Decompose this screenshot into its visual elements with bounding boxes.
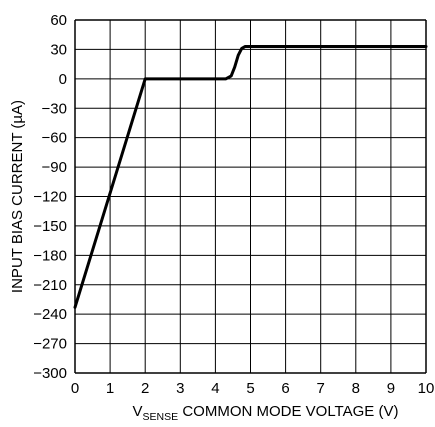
x-tick-label: 10 [418, 380, 435, 397]
x-tick-label: 8 [352, 380, 360, 397]
y-tick-label: 30 [50, 41, 67, 58]
y-tick-label: −270 [33, 336, 67, 353]
y-tick-label: −90 [42, 159, 67, 176]
y-axis-ticks: 60 30 0 −30 −60 −90 −120 −150 −180 −210 −240 −270 −3… [33, 12, 67, 382]
y-tick-label: −240 [33, 306, 67, 323]
x-tick-label: 9 [387, 380, 395, 397]
grid [74, 19, 427, 374]
x-tick-label: 7 [317, 380, 325, 397]
x-tick-label: 6 [281, 380, 289, 397]
x-tick-label: 5 [246, 380, 254, 397]
y-tick-label: 0 [59, 71, 67, 88]
y-tick-label: −180 [33, 247, 67, 264]
y-tick-label: −30 [42, 100, 67, 117]
y-tick-label: −210 [33, 277, 67, 294]
y-tick-label: −60 [42, 130, 67, 147]
y-tick-label: 60 [50, 12, 67, 29]
x-axis-ticks: 0 1 2 3 4 5 6 7 8 9 10 [71, 380, 435, 397]
y-tick-label: −300 [33, 365, 67, 382]
x-tick-label: 0 [71, 380, 79, 397]
y-axis-label: INPUT BIAS CURRENT (µA) [9, 100, 26, 293]
x-tick-label: 2 [141, 380, 149, 397]
x-axis-label: VSENSE COMMON MODE VOLTAGE (V) [133, 403, 399, 423]
x-tick-label: 1 [106, 380, 114, 397]
y-tick-label: −120 [33, 189, 67, 206]
x-tick-label: 4 [211, 380, 219, 397]
x-axis-label-rest: COMMON MODE VOLTAGE (V) [178, 403, 398, 420]
x-tick-label: 3 [176, 380, 184, 397]
x-axis-label-subscript: SENSE [143, 411, 179, 423]
series-line [73, 44, 428, 309]
x-axis-label-prefix: V [133, 403, 143, 420]
y-tick-label: −150 [33, 218, 67, 235]
